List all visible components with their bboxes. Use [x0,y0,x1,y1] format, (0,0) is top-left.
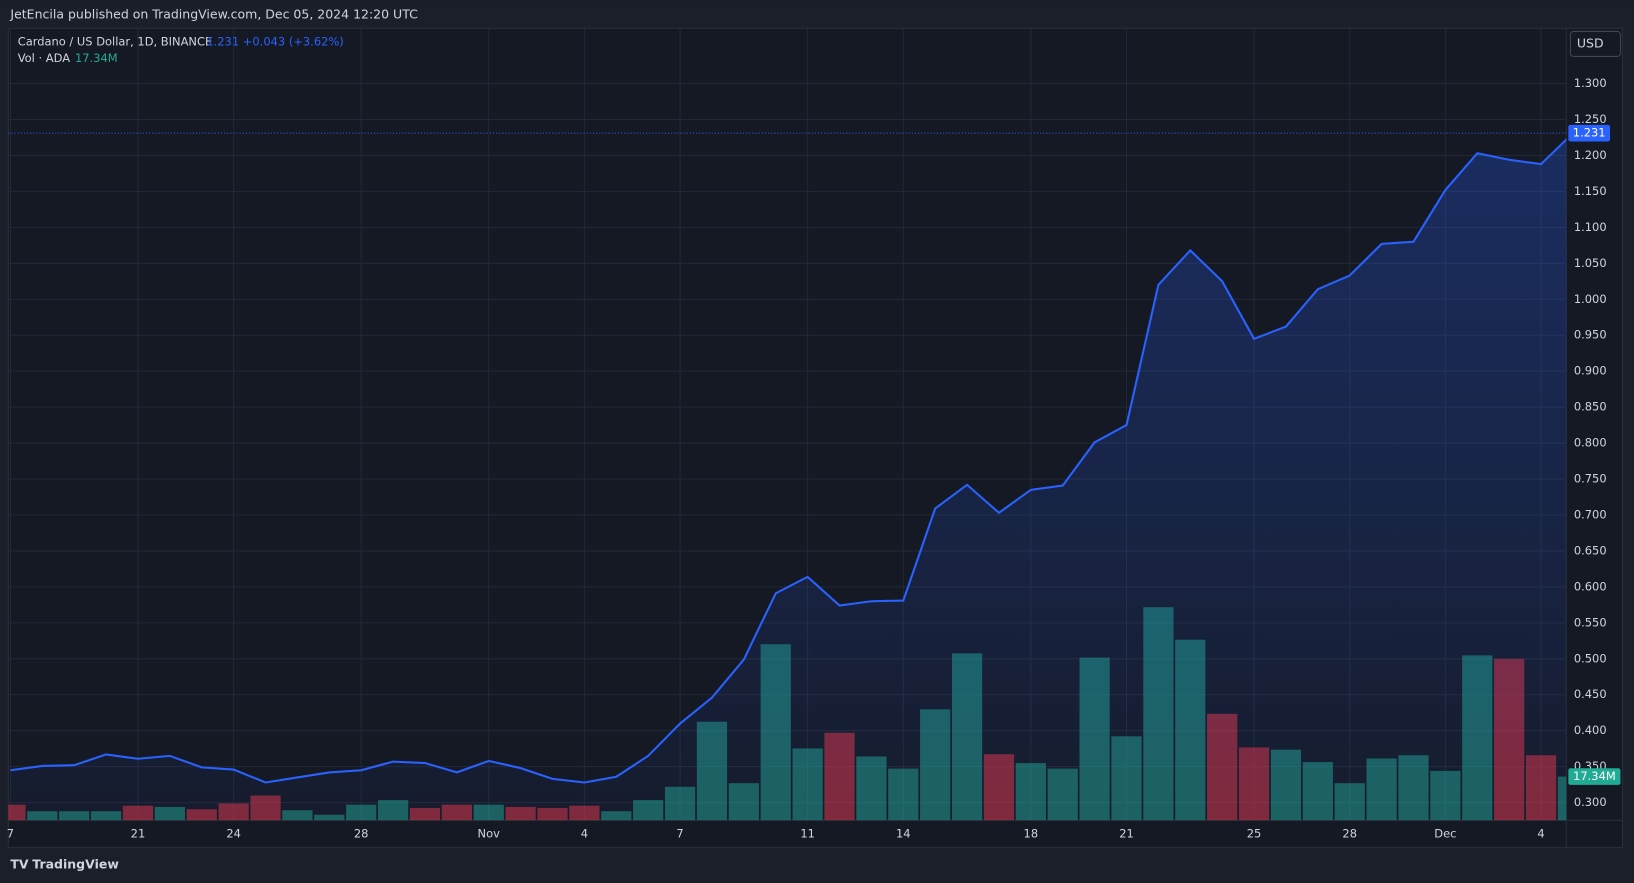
last-price-label: 1.231 [1573,126,1606,140]
price-line [10,138,1567,784]
y-tick-label: 1.150 [1574,184,1607,198]
x-tick-label: 11 [800,826,815,840]
volume-tag-label: 17.34M [1573,769,1616,783]
y-tick-label: 0.650 [1574,543,1607,557]
y-tick-label: 0.500 [1574,651,1607,665]
x-tick-label: Nov [478,826,501,840]
symbol-legend: Cardano / US Dollar, 1D, BINANCE [18,34,213,48]
y-tick-label: 0.900 [1574,364,1607,378]
y-tick-label: 1.000 [1574,292,1607,306]
x-tick-label: 25 [1247,826,1262,840]
y-tick-label: 0.400 [1574,723,1607,737]
currency-box [1569,30,1621,57]
publish-header: JetEncila published on TradingView.com, … [9,6,418,21]
last-price-legend: 1.231 [206,34,239,48]
y-tick-label: 0.800 [1574,436,1607,450]
y-tick-label: 0.750 [1574,472,1607,486]
volume-legend-value: 17.34M [75,51,118,65]
y-tick-label: 0.950 [1574,328,1607,342]
y-tick-label: 0.600 [1574,579,1607,593]
x-tick-label: Dec [1434,826,1456,840]
x-tick-label: 4 [581,826,588,840]
y-tick-label: 1.250 [1574,112,1607,126]
y-tick-label: 0.850 [1574,400,1607,414]
price-area [10,139,1567,821]
y-tick-label: 1.050 [1574,256,1607,270]
y-tick-label: 1.200 [1574,148,1607,162]
y-tick-label: 1.100 [1574,220,1607,234]
x-tick-label: 4 [1537,826,1544,840]
currency: USD [1577,35,1604,50]
last-price-tag [1568,124,1611,142]
footer-logo: 𝗧𝗩 [10,857,29,872]
volume-legend: Vol · ADA [18,51,71,65]
y-tick-label: 1.300 [1574,76,1607,90]
x-tick-label: 14 [896,826,911,840]
y-tick-label: 0.300 [1574,795,1607,809]
change-legend: +0.043 (+3.62%) [243,34,344,48]
y-tick-label: 0.700 [1574,507,1607,521]
plot-area [8,28,1567,821]
x-tick-label: 28 [354,826,369,840]
x-tick-label: 7 [7,826,14,840]
x-tick-label: 24 [226,826,241,840]
y-tick-label: 0.450 [1574,687,1607,701]
x-tick-label: 21 [131,826,146,840]
x-tick-label: 28 [1342,826,1357,840]
footer-brand: TradingView [32,857,119,872]
x-tick-label: 18 [1024,826,1039,840]
x-tick-label: 21 [1119,826,1134,840]
volume-tag [1568,768,1621,785]
x-tick-label: 7 [676,826,683,840]
y-tick-label: 0.550 [1574,615,1607,629]
